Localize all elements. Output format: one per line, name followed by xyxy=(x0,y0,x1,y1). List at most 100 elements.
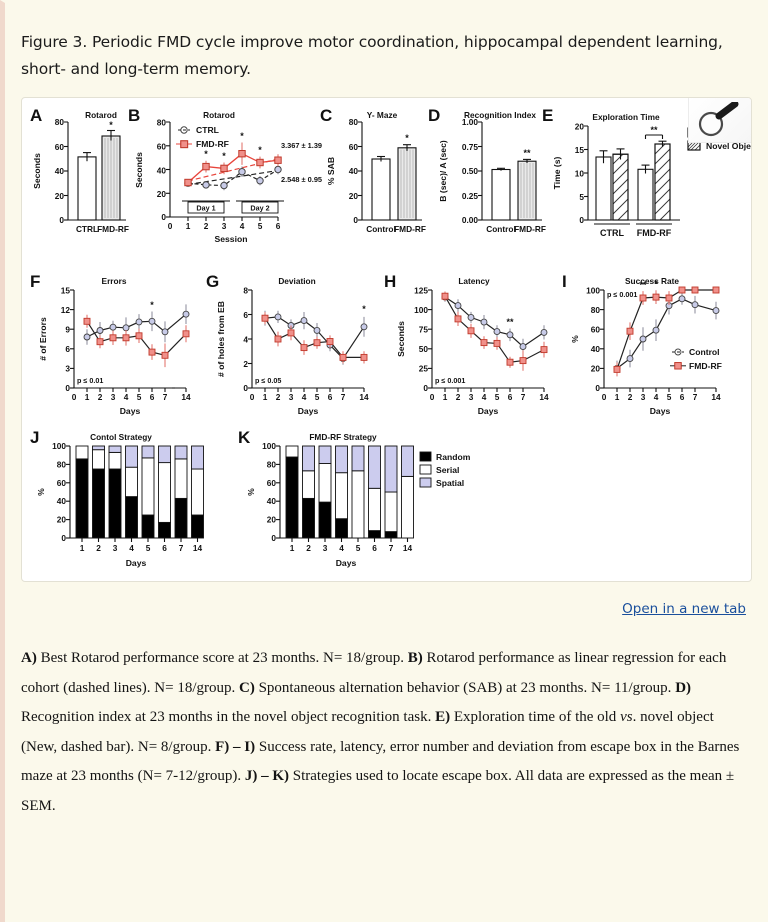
svg-text:100: 100 xyxy=(414,305,428,315)
svg-text:Control: Control xyxy=(366,224,396,234)
panel-k-label: K xyxy=(238,428,251,447)
svg-text:4: 4 xyxy=(339,543,344,553)
caption-b-label: B) xyxy=(407,650,423,666)
svg-text:*: * xyxy=(222,151,226,161)
svg-text:2: 2 xyxy=(276,392,281,402)
svg-text:p ≤ 0.001: p ≤ 0.001 xyxy=(607,290,637,299)
svg-text:4: 4 xyxy=(129,543,134,553)
svg-text:3: 3 xyxy=(289,392,294,402)
panel-i: I Success Rate 0 20 40 60 80 100 % 0 1 2 xyxy=(560,270,750,420)
svg-text:7: 7 xyxy=(163,392,168,402)
panel-f-label: F xyxy=(30,272,41,291)
svg-text:Days: Days xyxy=(126,558,147,568)
panel-k-legend-random: Random xyxy=(436,452,471,462)
svg-text:B (sec)/ A (sec): B (sec)/ A (sec) xyxy=(438,140,448,202)
svg-text:0: 0 xyxy=(353,215,358,225)
svg-text:1: 1 xyxy=(290,543,295,553)
svg-text:40: 40 xyxy=(55,166,65,176)
svg-text:6: 6 xyxy=(276,221,281,231)
svg-text:80: 80 xyxy=(591,305,601,315)
svg-text:15: 15 xyxy=(61,286,71,296)
svg-text:FMD-RF: FMD-RF xyxy=(394,224,426,234)
svg-text:5: 5 xyxy=(258,221,263,231)
magnifier-icon[interactable] xyxy=(688,98,751,143)
svg-text:2: 2 xyxy=(98,392,103,402)
svg-text:5: 5 xyxy=(137,392,142,402)
svg-text:3: 3 xyxy=(65,363,70,373)
panel-b-slope-fmd: 3.367 ± 1.396 xyxy=(281,141,322,150)
panel-a-label: A xyxy=(30,106,43,125)
svg-text:7: 7 xyxy=(179,543,184,553)
svg-text:0.25: 0.25 xyxy=(462,191,479,201)
panel-d-label: D xyxy=(428,106,441,125)
panel-i-legend-fmd: FMD-RF xyxy=(689,361,722,371)
svg-text:*: * xyxy=(150,300,154,310)
panel-c-title: Y- Maze xyxy=(366,110,398,120)
svg-text:6: 6 xyxy=(243,310,248,320)
svg-text:2: 2 xyxy=(204,221,209,231)
svg-text:2: 2 xyxy=(456,392,461,402)
svg-text:40: 40 xyxy=(591,344,601,354)
svg-text:2: 2 xyxy=(243,359,248,369)
svg-text:Seconds: Seconds xyxy=(396,321,406,357)
panel-e: E Exploration Time 0 5 10 15 20 Time (s) xyxy=(540,102,751,250)
svg-text:6: 6 xyxy=(150,392,155,402)
svg-text:*: * xyxy=(258,145,262,155)
svg-text:40: 40 xyxy=(267,496,277,506)
panel-j-title: Contol Strategy xyxy=(90,432,152,442)
svg-text:4: 4 xyxy=(482,392,487,402)
svg-text:14: 14 xyxy=(539,392,549,402)
panel-j: J Contol Strategy 0 20 40 60 80 100 % xyxy=(26,426,226,576)
svg-text:1: 1 xyxy=(443,392,448,402)
svg-text:20: 20 xyxy=(57,515,67,525)
svg-text:20: 20 xyxy=(591,363,601,373)
svg-text:0: 0 xyxy=(602,392,607,402)
caption-b-text: Rotarod performance as linear regression… xyxy=(21,650,727,696)
svg-text:CTRL: CTRL xyxy=(600,228,624,238)
panel-b-title: Rotarod xyxy=(203,110,235,120)
svg-text:Control: Control xyxy=(486,224,516,234)
svg-text:1: 1 xyxy=(85,392,90,402)
svg-text:% SAB: % SAB xyxy=(326,157,336,185)
panel-c: C Y- Maze 0 20 40 60 80 % SAB xyxy=(318,102,430,250)
svg-text:0.75: 0.75 xyxy=(462,142,479,152)
svg-text:0: 0 xyxy=(423,383,428,393)
open-in-new-tab-link[interactable]: Open in a new tab xyxy=(622,601,746,617)
svg-text:*: * xyxy=(405,133,409,143)
figure-page: Figure 3. Periodic FMD cycle improve mot… xyxy=(5,3,768,922)
panel-i-chart: 0 20 40 60 80 100 % 0 1 2 3 4 5 6 7 xyxy=(570,279,722,416)
svg-text:*: * xyxy=(204,149,208,159)
svg-text:*: * xyxy=(362,304,366,314)
panel-h: H Latency 0 25 50 75 100 125 Seconds 0 1… xyxy=(382,270,564,420)
svg-text:20: 20 xyxy=(575,122,585,132)
svg-text:25: 25 xyxy=(419,363,429,373)
svg-text:60: 60 xyxy=(55,142,65,152)
panel-f-title: Errors xyxy=(101,276,127,286)
svg-text:0: 0 xyxy=(59,215,64,225)
svg-text:CTRL: CTRL xyxy=(196,125,219,135)
svg-text:FMD-RF: FMD-RF xyxy=(97,224,129,234)
svg-text:80: 80 xyxy=(267,459,277,469)
svg-text:75: 75 xyxy=(419,325,429,335)
panel-h-title: Latency xyxy=(458,276,490,286)
svg-text:100: 100 xyxy=(586,286,600,296)
svg-text:4: 4 xyxy=(302,392,307,402)
svg-text:0: 0 xyxy=(161,212,166,222)
panel-e-chart: 0 5 10 15 20 Time (s) xyxy=(552,122,751,239)
svg-text:40: 40 xyxy=(157,165,167,175)
svg-text:*: * xyxy=(109,120,113,130)
svg-text:0: 0 xyxy=(579,215,584,225)
svg-text:50: 50 xyxy=(419,344,429,354)
svg-text:7: 7 xyxy=(693,392,698,402)
svg-text:%: % xyxy=(36,488,46,496)
svg-text:6: 6 xyxy=(680,392,685,402)
panel-b-label: B xyxy=(128,106,141,125)
svg-text:4: 4 xyxy=(243,335,248,345)
panel-c-chart: 0 20 40 60 80 % SAB * Control FM xyxy=(326,117,426,234)
figure-image[interactable]: A Rotarod 0 20 40 60 80 Seconds xyxy=(21,97,752,582)
open-new-tab-row: Open in a new tab xyxy=(21,600,752,618)
caption-c-label: C) xyxy=(239,679,255,696)
svg-text:3: 3 xyxy=(222,221,227,231)
svg-text:40: 40 xyxy=(349,166,359,176)
svg-text:5: 5 xyxy=(495,392,500,402)
